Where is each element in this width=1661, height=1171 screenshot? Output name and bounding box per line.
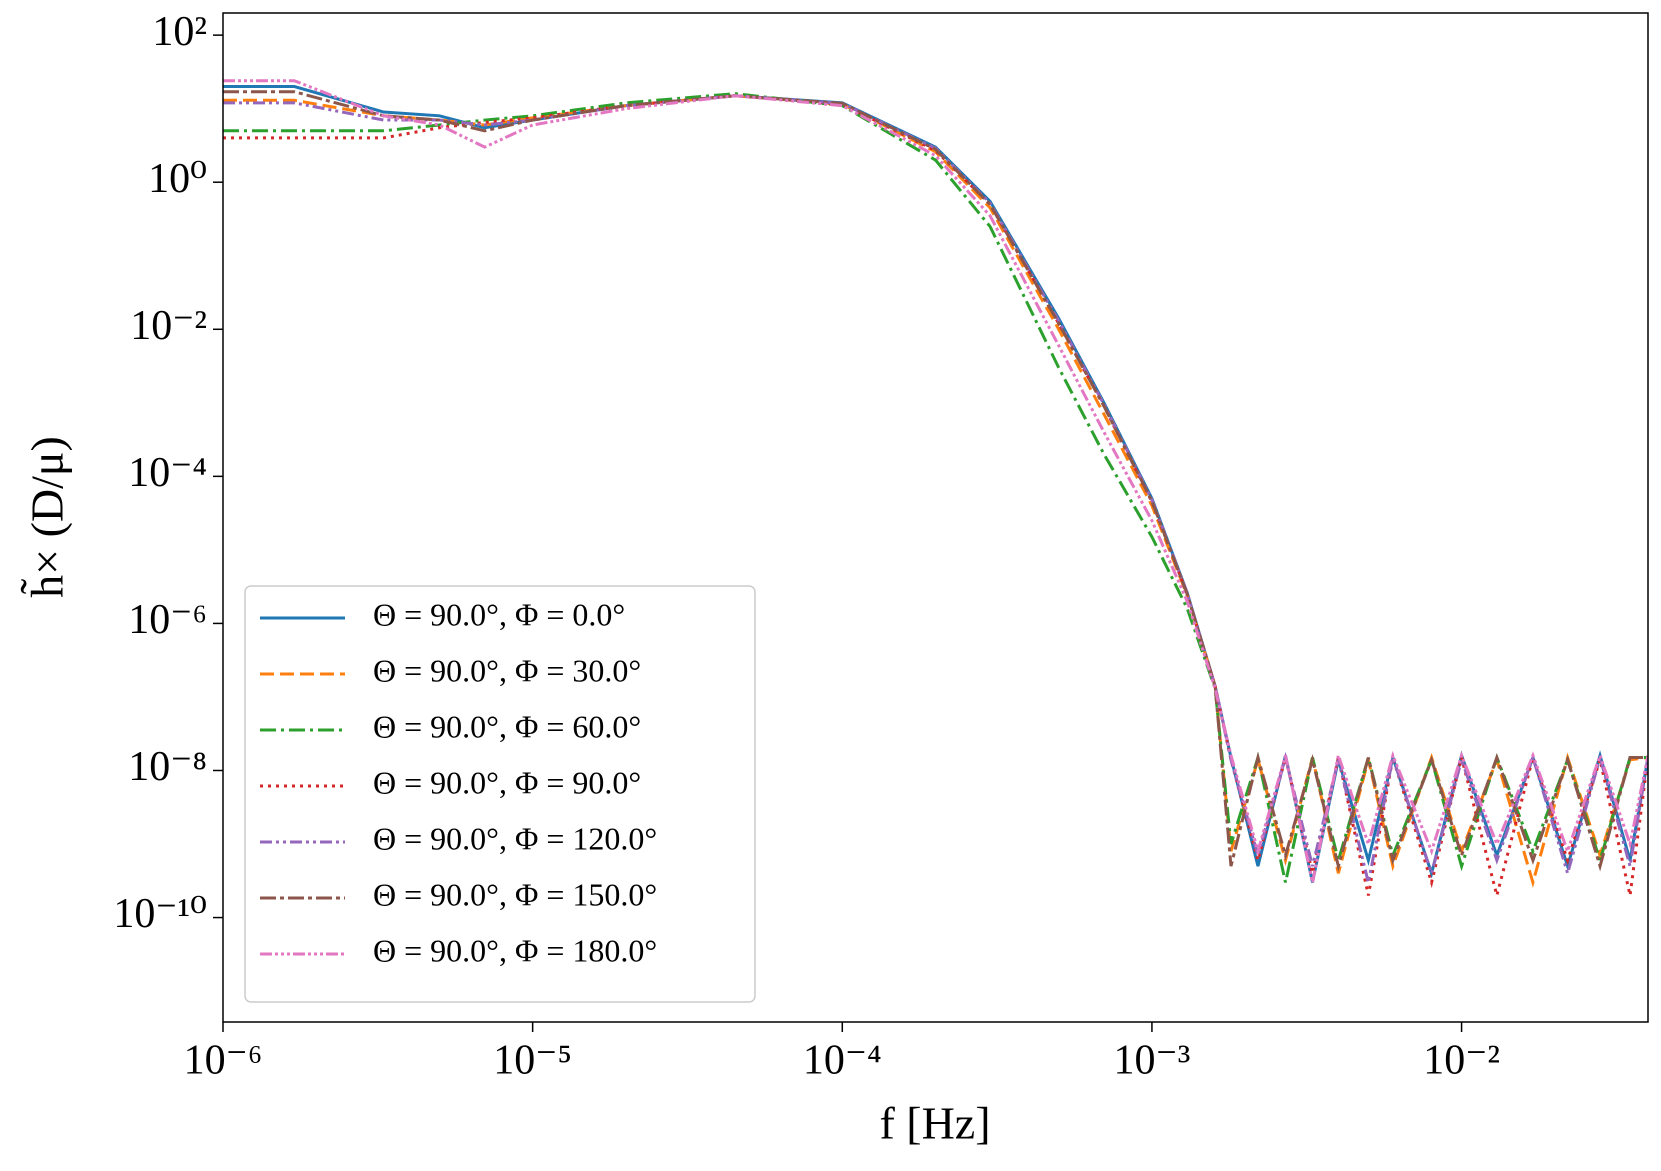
- y-tick-label: 10⁰: [148, 156, 207, 202]
- legend-box: [244, 585, 756, 1003]
- x-axis-label: f [Hz]: [879, 1098, 990, 1149]
- y-tick-label: 10⁻⁸: [128, 744, 207, 790]
- x-tick-label: 10⁻³: [1114, 1038, 1191, 1084]
- y-axis-label: h̃× (D/μ): [21, 436, 73, 598]
- x-tick-label: 10⁻⁶: [184, 1038, 263, 1084]
- legend-label: Θ = 90.0°, Φ = 180.0°: [373, 932, 657, 968]
- x-tick-label: 10⁻⁴: [803, 1038, 882, 1084]
- legend-label: Θ = 90.0°, Φ = 90.0°: [373, 764, 641, 800]
- x-tick-label: 10⁻²: [1423, 1038, 1500, 1084]
- legend-label: Θ = 90.0°, Φ = 30.0°: [373, 652, 641, 688]
- x-tick-label: 10⁻⁵: [493, 1038, 572, 1084]
- y-tick-label: 10²: [152, 9, 207, 55]
- legend-label: Θ = 90.0°, Φ = 60.0°: [373, 708, 641, 744]
- series-line: [223, 90, 1648, 873]
- legend-label: Θ = 90.0°, Φ = 120.0°: [373, 820, 657, 856]
- plot-frame: [222, 12, 1649, 1023]
- legend-label: Θ = 90.0°, Φ = 150.0°: [373, 876, 657, 912]
- y-tick-label: 10⁻⁴: [128, 450, 207, 496]
- legend-label: Θ = 90.0°, Φ = 0.0°: [373, 596, 625, 632]
- y-tick-label: 10⁻¹⁰: [113, 891, 207, 937]
- y-tick-label: 10⁻⁶: [128, 597, 207, 643]
- y-tick-label: 10⁻²: [130, 303, 207, 349]
- plot-lines: [223, 79, 1648, 902]
